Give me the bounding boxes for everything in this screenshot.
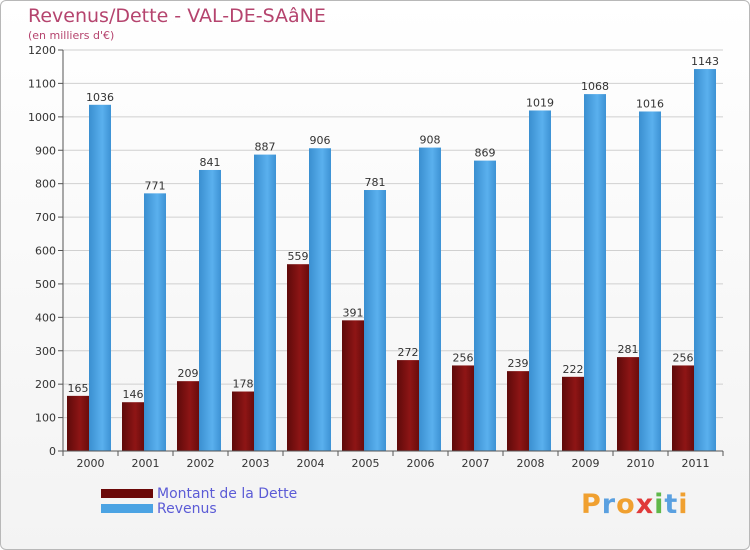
data-label-revenue: 841 (200, 156, 221, 169)
logo-letter: i (654, 489, 665, 520)
x-tick-label: 2009 (572, 457, 600, 470)
x-tick-label: 2002 (187, 457, 215, 470)
y-tick-label: 1100 (28, 77, 56, 90)
y-tick-label: 0 (49, 445, 56, 458)
y-tick-label: 1200 (28, 44, 56, 57)
logo-letter: t (664, 489, 679, 520)
bar-revenue (529, 110, 551, 452)
x-tick-label: 2008 (517, 457, 545, 470)
bar-debt (287, 264, 309, 451)
bar-revenue (254, 154, 276, 451)
legend-label-debt: Montant de la Dette (157, 486, 298, 502)
data-label-debt: 256 (453, 351, 474, 364)
data-label-debt: 256 (673, 351, 694, 364)
y-tick-label: 500 (35, 278, 56, 291)
bar-debt (562, 376, 584, 451)
data-label-debt: 165 (68, 382, 89, 395)
data-label-debt: 281 (618, 343, 639, 356)
logo-letter: r (601, 489, 617, 520)
x-tick-label: 2000 (77, 457, 105, 470)
bar-debt (342, 320, 364, 451)
bar-revenue (309, 148, 331, 451)
legend-swatch-debt (101, 489, 153, 498)
data-label-debt: 222 (563, 363, 584, 376)
data-label-revenue: 1068 (581, 80, 609, 93)
chart-subtitle: (en milliers d'€) (28, 29, 115, 42)
bar-debt (507, 371, 529, 451)
data-label-revenue: 1143 (691, 55, 719, 68)
y-tick-label: 1000 (28, 111, 56, 124)
x-tick-label: 2001 (132, 457, 160, 470)
chart-title: Revenus/Dette - VAL-DE-SAâNE (28, 5, 326, 27)
data-label-revenue: 781 (365, 176, 386, 189)
bar-debt (122, 402, 144, 451)
data-label-revenue: 1019 (526, 96, 554, 109)
x-tick-label: 2007 (462, 457, 490, 470)
data-label-revenue: 1036 (86, 91, 114, 104)
y-tick-label: 100 (35, 412, 56, 425)
x-tick-label: 2010 (627, 457, 655, 470)
logo-letter: P (581, 489, 602, 520)
proxiti-logo: Proxiti (581, 489, 689, 520)
logo-letter: x (635, 489, 655, 520)
logo-letter: i (678, 489, 689, 520)
bar-debt (397, 360, 419, 451)
x-tick-label: 2011 (682, 457, 710, 470)
bar-debt (232, 391, 254, 451)
bar-debt (67, 395, 89, 451)
y-tick-label: 300 (35, 345, 56, 358)
data-label-debt: 146 (123, 388, 144, 401)
bar-debt (617, 357, 639, 451)
data-label-revenue: 1016 (636, 97, 664, 110)
x-tick-label: 2003 (242, 457, 270, 470)
bar-revenue (89, 104, 111, 451)
data-label-debt: 178 (233, 378, 254, 391)
logo-letter: o (616, 489, 636, 520)
data-label-debt: 391 (343, 306, 364, 319)
y-tick-label: 600 (35, 245, 56, 258)
data-label-revenue: 908 (420, 134, 441, 147)
legend-swatch-revenue (101, 504, 153, 513)
data-label-debt: 209 (178, 367, 199, 380)
y-tick-label: 700 (35, 211, 56, 224)
data-label-debt: 559 (288, 250, 309, 263)
y-tick-label: 200 (35, 378, 56, 391)
bar-revenue (419, 147, 441, 451)
bar-revenue (364, 190, 386, 451)
bar-debt (177, 381, 199, 451)
data-label-revenue: 869 (475, 147, 496, 160)
bar-revenue (199, 169, 221, 452)
bar-revenue (474, 160, 496, 451)
bar-revenue (694, 69, 716, 452)
bar-revenue (639, 111, 661, 451)
x-tick-label: 2006 (407, 457, 435, 470)
y-tick-label: 400 (35, 311, 56, 324)
data-label-debt: 272 (398, 346, 419, 359)
bar-revenue (584, 94, 606, 452)
bar-revenue (144, 193, 166, 452)
data-label-revenue: 906 (310, 134, 331, 147)
data-label-revenue: 771 (145, 179, 166, 192)
y-tick-label: 900 (35, 144, 56, 157)
data-label-debt: 239 (508, 357, 529, 370)
data-label-revenue: 887 (255, 141, 276, 154)
y-tick-label: 800 (35, 178, 56, 191)
bar-debt (672, 365, 694, 451)
bar-debt (452, 365, 474, 451)
x-tick-label: 2005 (352, 457, 380, 470)
x-tick-label: 2004 (297, 457, 325, 470)
legend-label-revenue: Revenus (157, 501, 217, 517)
